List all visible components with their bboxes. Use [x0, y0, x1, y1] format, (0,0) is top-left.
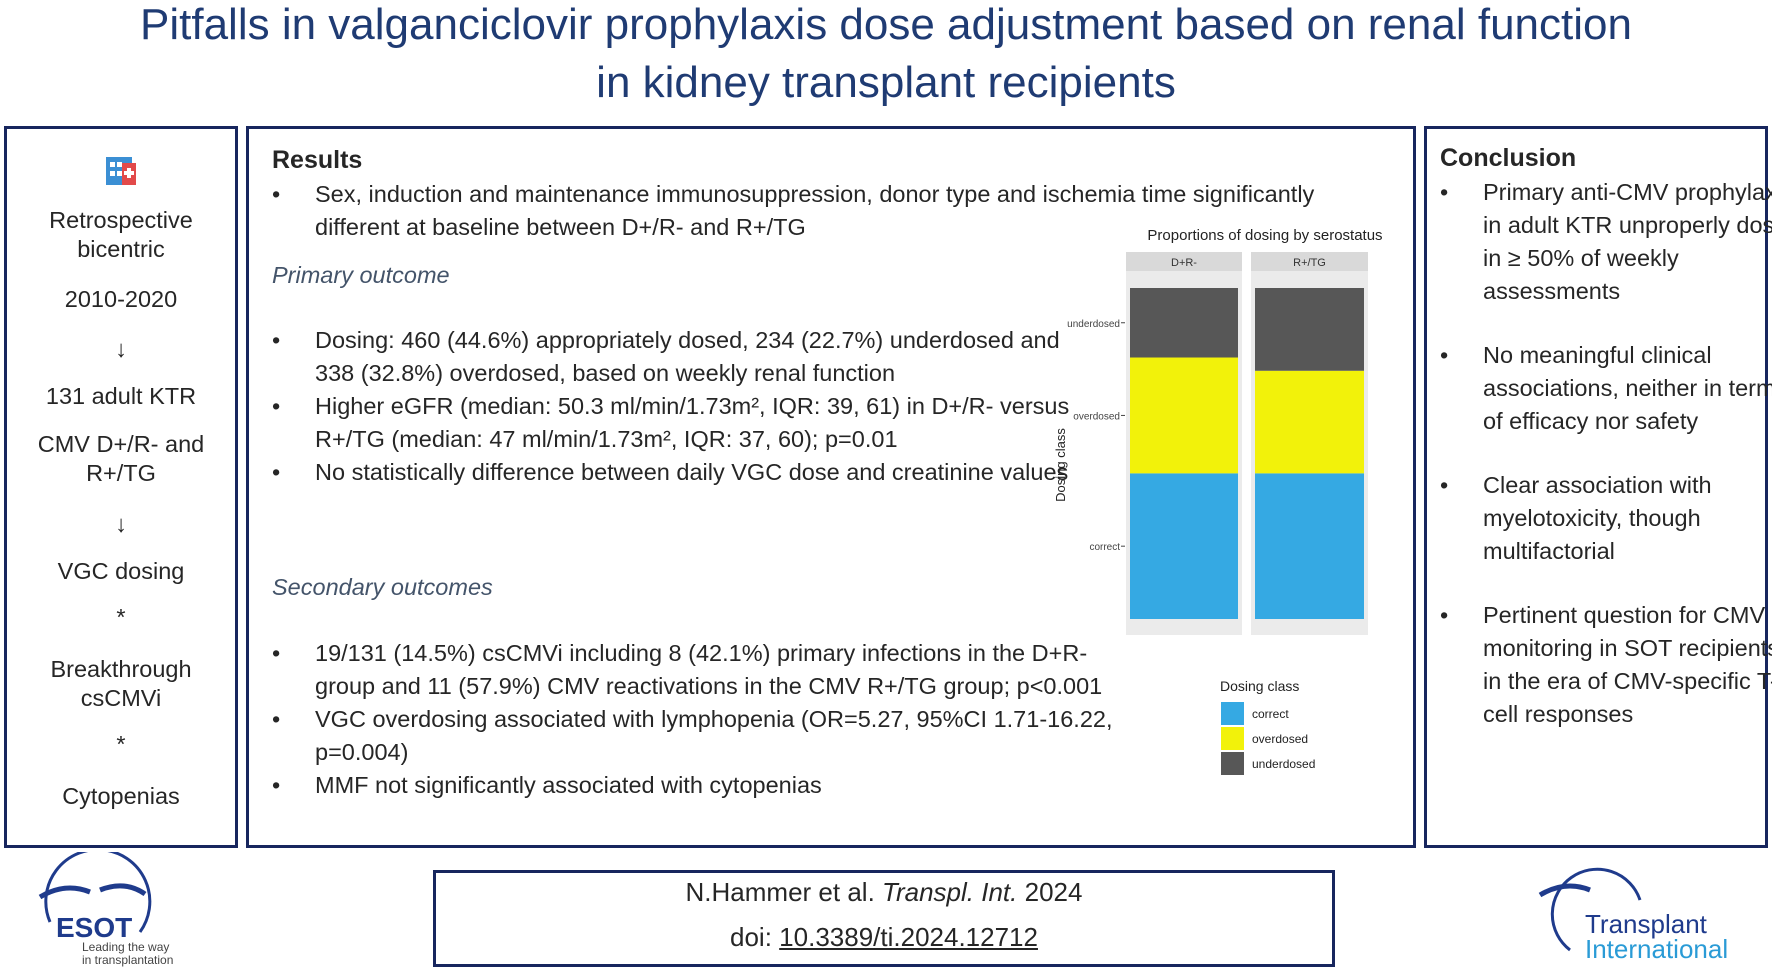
arrow: ↓ [115, 336, 127, 362]
bar-segment [1255, 473, 1364, 619]
title-line: Pitfalls in valganciclovir prophylaxis d… [140, 0, 1632, 49]
separator: * [116, 731, 126, 757]
doi-label: doi: [730, 922, 772, 952]
conclusion-heading: Conclusion [1440, 144, 1577, 172]
secondary-heading: Secondary outcomes [272, 574, 493, 600]
chart-title: Proportions of dosing by serostatus [1147, 227, 1382, 244]
legend-key [1221, 702, 1244, 725]
bullet: Pertinent question for CMV monitoring in… [1440, 599, 1772, 731]
bullet: No meaningful clinical associations, nei… [1440, 339, 1772, 438]
journal-logo: Transplant International [1538, 867, 1728, 964]
citation-box [433, 870, 1335, 967]
conclusion-list: Primary anti-CMV prophylaxis in adult KT… [1440, 176, 1772, 731]
population: 131 adult KTR [45, 383, 197, 409]
journal: Transpl. Int. [882, 877, 1018, 907]
legend-label: underdosed [1252, 757, 1315, 771]
design: Retrospective bicentric [49, 207, 193, 262]
outcome: Breakthrough csCMVi [50, 656, 192, 711]
primary-list: Dosing: 460 (44.6%) appropriately dosed,… [272, 324, 1080, 489]
bullet: MMF not significantly associated with cy… [272, 769, 1145, 802]
legend-key [1221, 727, 1244, 750]
results-heading: Results [272, 146, 363, 174]
bar-segment [1130, 288, 1238, 358]
year: 2024 [1024, 877, 1083, 907]
y-tick-label: underdosed [1067, 319, 1120, 330]
esot-name: ESOT [56, 912, 132, 943]
doi-link[interactable]: 10.3389/ti.2024.12712 [779, 922, 1038, 952]
journal-name: Transplant [1585, 909, 1708, 939]
journal-name: International [1585, 934, 1728, 964]
doi-line: doi: 10.3389/ti.2024.12712 [433, 922, 1335, 953]
groups: CMV D+/R- and R+/TG [37, 431, 205, 486]
arrow: ↓ [115, 511, 127, 537]
bullet: Clear association with myelotoxicity, th… [1440, 469, 1772, 568]
bar-segment [1130, 473, 1238, 619]
facet-strip [1251, 252, 1368, 271]
primary-heading: Primary outcome [272, 262, 450, 288]
chart: Proportions of dosing by serostatus Dosi… [1053, 227, 1383, 775]
y-tick-label: correct [1089, 542, 1120, 553]
bar-segment [1130, 357, 1238, 474]
legend-key [1221, 752, 1244, 775]
bullet: Dosing: 460 (44.6%) appropriately dosed,… [272, 324, 1080, 390]
bullet: VGC overdosing associated with lymphopen… [272, 703, 1145, 769]
exposure: VGC dosing [57, 558, 185, 584]
facet-label: R+/TG [1293, 257, 1326, 269]
outcome: Cytopenias [62, 783, 180, 809]
esot-logo: ESOT Leading the way in transplantation [38, 852, 173, 967]
esot-tagline: in transplantation [82, 953, 173, 967]
bullet: Higher eGFR (median: 50.3 ml/min/1.73m²,… [272, 390, 1080, 456]
legend-label: overdosed [1252, 732, 1308, 746]
facet-strip [1126, 252, 1242, 271]
citation-line: N.Hammer et al. Transpl. Int. 2024 [433, 877, 1335, 908]
bullet: 19/131 (14.5%) csCMVi including 8 (42.1%… [272, 637, 1145, 703]
esot-tagline: Leading the way [82, 940, 169, 954]
baseline-list: Sex, induction and maintenance immunosup… [272, 178, 1315, 244]
separator: * [116, 604, 126, 630]
legend-title: Dosing class [1220, 678, 1299, 694]
results-panel [246, 126, 1416, 848]
authors: N.Hammer et al. [685, 877, 875, 907]
hospital-icon [106, 157, 136, 185]
secondary-list: 19/131 (14.5%) csCMVi including 8 (42.1%… [272, 637, 1145, 802]
left-panel [4, 126, 238, 848]
bar-segment [1255, 370, 1364, 474]
y-axis-title: Dosing class [1053, 428, 1068, 502]
facet-label: D+R- [1171, 257, 1197, 269]
y-tick-label: overdosed [1073, 411, 1120, 422]
bar-segment [1255, 288, 1364, 371]
title-line: in kidney transplant recipients [596, 58, 1176, 107]
bullet: No statistically difference between dail… [272, 456, 1080, 489]
period: 2010-2020 [64, 286, 178, 312]
legend-label: correct [1252, 707, 1289, 721]
bullet: Sex, induction and maintenance immunosup… [272, 178, 1315, 244]
bullet: Primary anti-CMV prophylaxis in adult KT… [1440, 176, 1772, 308]
